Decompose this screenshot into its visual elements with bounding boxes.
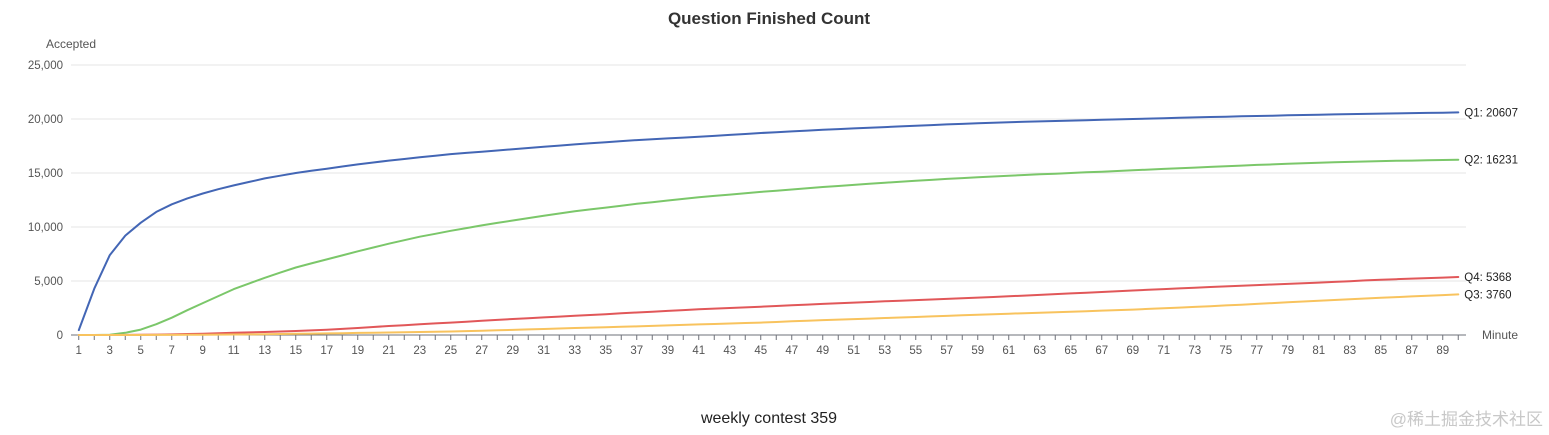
x-tick-label: 73 xyxy=(1188,345,1201,357)
x-tick-label: 77 xyxy=(1250,345,1263,357)
x-tick-label: 37 xyxy=(630,345,643,357)
x-tick-label: 47 xyxy=(785,345,798,357)
x-tick-label: 59 xyxy=(971,345,984,357)
watermark: @稀土掘金技术社区 xyxy=(1390,410,1543,429)
x-tick-label: 19 xyxy=(351,345,364,357)
x-tick-label: 43 xyxy=(723,345,736,357)
y-tick-label: 20,000 xyxy=(28,114,63,126)
x-tick-label: 51 xyxy=(847,345,860,357)
y-tick-label: 5,000 xyxy=(34,276,63,288)
x-tick-label: 41 xyxy=(692,345,705,357)
x-tick-label: 13 xyxy=(258,345,271,357)
x-tick-label: 15 xyxy=(289,345,302,357)
x-tick-label: 85 xyxy=(1374,345,1387,357)
series-line-q3 xyxy=(77,293,1460,336)
x-tick-label: 75 xyxy=(1219,345,1232,357)
y-gridlines xyxy=(71,64,1466,282)
x-tick-label: 67 xyxy=(1095,345,1108,357)
x-tick-label: 83 xyxy=(1343,345,1356,357)
series-end-labels: Q1: 20607 Q2: 16231 Q4: 5368 Q3: 3760 xyxy=(1464,107,1518,301)
x-tick-label: 55 xyxy=(909,345,922,357)
x-axis: 1 3 5 7 9 11 13 15 17 19 21 23 25 27 29 31 33 35 37 39 41 43 4… xyxy=(71,334,1466,357)
x-tick-label: 39 xyxy=(661,345,674,357)
y-axis: 0 5,000 10,000 15,000 20,000 25,000 xyxy=(28,60,63,342)
x-tick-label: 23 xyxy=(413,345,426,357)
x-axis-name: Minute xyxy=(1482,328,1518,342)
y-tick-label: 10,000 xyxy=(28,222,63,234)
x-tick-label: 11 xyxy=(228,345,240,357)
x-tick-label: 31 xyxy=(537,345,550,357)
x-tick-label: 3 xyxy=(107,345,113,357)
x-tick-label: 57 xyxy=(940,345,953,357)
x-tick-label: 53 xyxy=(878,345,891,357)
chart-title: Question Finished Count xyxy=(668,9,870,28)
x-tick-label: 35 xyxy=(599,345,612,357)
x-tick-label: 89 xyxy=(1436,345,1449,357)
x-tick-label: 17 xyxy=(320,345,333,357)
end-label-q3: Q3: 3760 xyxy=(1464,289,1511,301)
series-lines xyxy=(77,111,1460,336)
x-tick-label: 79 xyxy=(1281,345,1294,357)
x-tick-label: 87 xyxy=(1405,345,1418,357)
series-line-q2 xyxy=(77,158,1460,336)
x-tick-label: 71 xyxy=(1157,345,1170,357)
y-tick-label: 0 xyxy=(57,330,63,342)
end-label-q4: Q4: 5368 xyxy=(1464,272,1511,284)
x-tick-label: 63 xyxy=(1033,345,1046,357)
series-line-q4 xyxy=(77,276,1460,336)
x-tick-label: 65 xyxy=(1064,345,1077,357)
x-tick-label: 49 xyxy=(816,345,829,357)
x-tick-label: 81 xyxy=(1312,345,1325,357)
x-tick-label: 21 xyxy=(382,345,395,357)
x-tick-label: 7 xyxy=(169,345,175,357)
x-tick-label: 25 xyxy=(444,345,457,357)
x-tick-label: 69 xyxy=(1126,345,1139,357)
x-tick-label: 5 xyxy=(138,345,144,357)
x-tick-label: 29 xyxy=(506,345,519,357)
x-tick-label: 9 xyxy=(200,345,206,357)
end-label-q2: Q2: 16231 xyxy=(1464,155,1518,167)
end-label-q1: Q1: 20607 xyxy=(1464,107,1518,119)
y-tick-label: 15,000 xyxy=(28,168,63,180)
x-tick-label: 27 xyxy=(475,345,488,357)
x-tick-label: 61 xyxy=(1002,345,1015,357)
series-line-q1 xyxy=(77,111,1460,332)
x-tick-label: 33 xyxy=(568,345,581,357)
x-tick-label: 45 xyxy=(754,345,767,357)
chart-caption: weekly contest 359 xyxy=(700,410,837,427)
y-tick-label: 25,000 xyxy=(28,60,63,72)
x-tick-label: 1 xyxy=(76,345,82,357)
y-axis-name: Accepted xyxy=(46,37,96,51)
